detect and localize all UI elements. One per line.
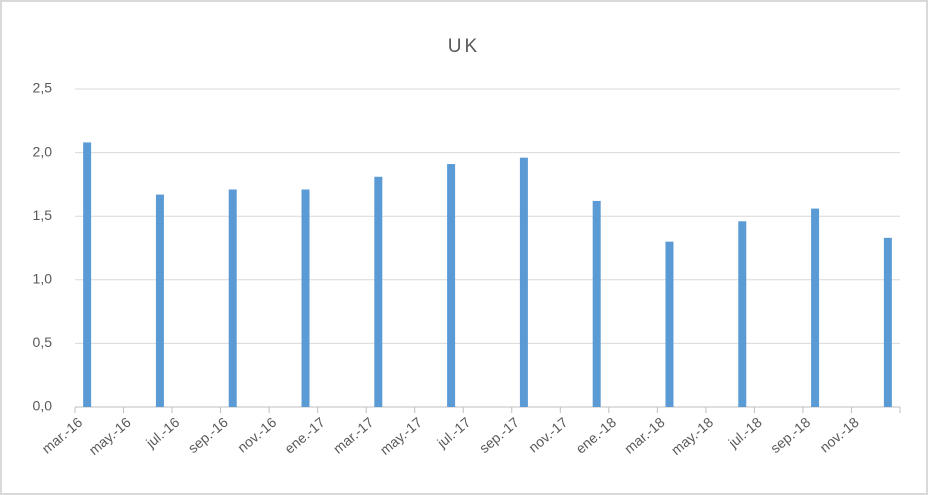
bar <box>447 164 456 407</box>
bar <box>155 194 164 407</box>
bar <box>665 241 674 407</box>
chart-title: UK <box>448 36 480 57</box>
y-tick-label: 1,0 <box>33 271 53 287</box>
y-tick-label: 0,5 <box>33 334 53 350</box>
bar <box>738 221 747 407</box>
bar <box>519 157 528 407</box>
y-tick-label: 2,5 <box>33 80 53 96</box>
bar <box>83 142 92 407</box>
bar <box>883 237 892 407</box>
bar <box>228 189 237 407</box>
y-tick-label: 2,0 <box>33 143 53 159</box>
bar <box>374 176 383 407</box>
bar <box>592 200 601 407</box>
bar <box>301 189 310 407</box>
y-tick-label: 1,5 <box>33 207 53 223</box>
y-tick-label: 0,0 <box>33 398 53 414</box>
bar <box>811 208 820 407</box>
